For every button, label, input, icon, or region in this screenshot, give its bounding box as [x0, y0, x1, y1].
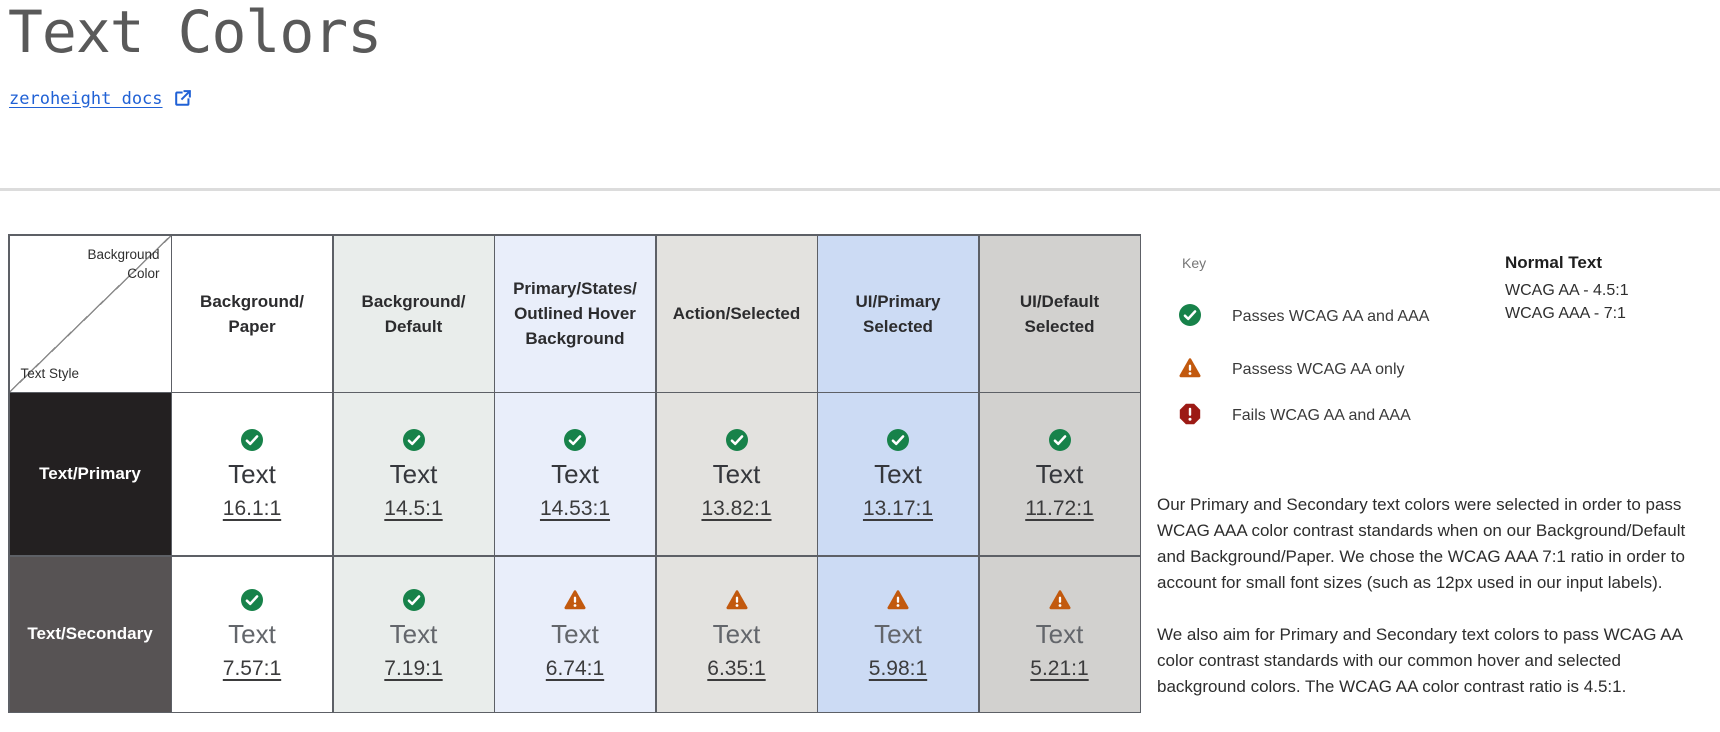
contrast-cell-text-secondary-background-paper: Text 7.57:1	[172, 556, 332, 712]
warn-triangle-icon	[564, 589, 586, 609]
external-link-icon[interactable]	[172, 88, 193, 109]
contrast-cell-text-secondary-background-default: Text 7.19:1	[333, 556, 494, 712]
pass-check-icon	[402, 588, 425, 611]
normal-text-title: Normal Text	[1505, 253, 1602, 272]
column-header-action-selected: Action/Selected	[656, 235, 817, 392]
pass-check-icon	[241, 588, 263, 611]
contrast-cell-text-primary-action-selected: Text 13.82:1	[656, 393, 817, 555]
pass-check-icon	[1048, 428, 1071, 451]
contrast-ratio-link[interactable]: 6.74:1	[545, 656, 605, 680]
contrast-ratio-link[interactable]: 7.19:1	[384, 656, 443, 680]
text-sample: Text	[1035, 618, 1084, 649]
contrast-ratio-link[interactable]: 14.53:1	[539, 496, 611, 520]
normal-text-lines: WCAG AA - 4.5:1 WCAG AAA - 7:1	[1505, 282, 1629, 322]
pass-check-icon	[1179, 303, 1201, 326]
column-header-label: UI/Default Selected	[1019, 291, 1100, 336]
column-header-background-paper: Background/ Paper	[172, 235, 332, 392]
row-header-text-primary: Text/Primary	[9, 393, 171, 555]
pass-check-icon	[241, 428, 263, 451]
column-header-label: Background/ Paper	[200, 291, 304, 336]
fail-octagon-icon	[1179, 403, 1201, 424]
text-sample: Text	[551, 618, 599, 649]
key-item-label: Passes WCAG AA and AAA	[1232, 308, 1430, 325]
corner-top-label: Background Color	[87, 246, 160, 281]
key-item-label: Fails WCAG AA and AAA	[1232, 407, 1411, 424]
contrast-cell-text-secondary-ui-default-selected: Text 5.21:1	[979, 556, 1140, 712]
contrast-cell-text-primary-primary-states-outlined-hover-background: Text 14.53:1	[495, 393, 655, 555]
contrast-cell-text-primary-background-default: Text 14.5:1	[333, 393, 494, 555]
descriptions: Our Primary and Secondary text colors we…	[1157, 492, 1702, 700]
contrast-ratio-link[interactable]: 5.21:1	[1030, 656, 1089, 680]
column-header-label: Background/ Default	[361, 291, 466, 336]
row-header-label: Text/Primary	[39, 464, 141, 483]
normal-text-box: Normal Text WCAG AA - 4.5:1 WCAG AAA - 7…	[1505, 251, 1629, 325]
contrast-ratio-link[interactable]: 13.82:1	[701, 496, 772, 520]
key-item-label: Passess WCAG AA only	[1232, 361, 1405, 378]
row-header-label: Text/Secondary	[27, 624, 153, 643]
pass-check-icon	[402, 428, 425, 451]
description-paragraph: We also aim for Primary and Secondary te…	[1157, 625, 1683, 696]
page-title: Text Colors	[8, 0, 382, 66]
contrast-cell-text-secondary-ui-primary-selected: Text 5.98:1	[818, 556, 978, 712]
pass-check-icon	[887, 428, 909, 451]
column-header-label: UI/Primary Selected	[855, 291, 941, 336]
contrast-ratio-link[interactable]: 13.17:1	[862, 496, 934, 520]
contrast-ratio-link[interactable]: 11.72:1	[1025, 496, 1094, 520]
contrast-cell-text-primary-ui-primary-selected: Text 13.17:1	[818, 393, 978, 555]
text-sample: Text	[389, 458, 438, 489]
column-header-label: Primary/States/ Outlined Hover Backgroun…	[513, 279, 637, 348]
contrast-table: Background Color Text Style Background/ Pa…	[8, 234, 1141, 713]
pass-check-icon	[564, 428, 586, 451]
contrast-cell-text-secondary-primary-states-outlined-hover-background: Text 6.74:1	[495, 556, 655, 712]
text-sample: Text	[1035, 458, 1084, 489]
column-header-label: Action/Selected	[672, 304, 801, 323]
key-item-warn: Passess WCAG AA only	[1178, 357, 1405, 382]
key-title: Key	[1182, 255, 1207, 271]
doc-link-row: zeroheight docs	[9, 88, 193, 109]
table-corner-cell: Background Color Text Style	[9, 235, 171, 392]
contrast-ratio-link[interactable]: 7.57:1	[222, 656, 282, 680]
text-sample: Text	[551, 458, 599, 489]
pass-check-icon	[725, 428, 748, 451]
contrast-ratio-link[interactable]: 16.1:1	[222, 496, 282, 520]
column-header-ui-primary-selected: UI/Primary Selected	[818, 235, 978, 392]
text-sample: Text	[874, 618, 922, 649]
column-header-primary-states-outlined-hover-background: Primary/States/ Outlined Hover Backgroun…	[495, 235, 655, 392]
contrast-cell-text-secondary-action-selected: Text 6.35:1	[656, 556, 817, 712]
key-item-fail: Fails WCAG AA and AAA	[1178, 403, 1411, 428]
divider	[0, 188, 1720, 191]
key-item-pass: Passes WCAG AA and AAA	[1178, 303, 1430, 329]
contrast-ratio-link[interactable]: 5.98:1	[868, 656, 928, 680]
column-header-ui-default-selected: UI/Default Selected	[979, 235, 1140, 392]
contrast-cell-text-primary-background-paper: Text 16.1:1	[172, 393, 332, 555]
warn-triangle-icon	[725, 589, 748, 609]
text-sample: Text	[389, 618, 438, 649]
description-paragraph: Our Primary and Secondary text colors we…	[1157, 495, 1686, 592]
text-sample: Text	[874, 458, 922, 489]
zeroheight-docs-link[interactable]: zeroheight docs	[9, 88, 163, 109]
column-header-background-default: Background/ Default	[333, 235, 494, 392]
contrast-cell-text-primary-ui-default-selected: Text 11.72:1	[979, 393, 1140, 555]
text-sample: Text	[712, 458, 761, 489]
corner-bottom-label: Text Style	[20, 365, 80, 381]
text-sample: Text	[228, 458, 276, 489]
warn-triangle-icon	[1179, 357, 1201, 377]
warn-triangle-icon	[1048, 589, 1071, 609]
text-sample: Text	[228, 618, 276, 649]
row-header-text-secondary: Text/Secondary	[9, 556, 171, 712]
warn-triangle-icon	[887, 589, 909, 609]
contrast-ratio-link[interactable]: 14.5:1	[384, 496, 443, 520]
contrast-ratio-link[interactable]: 6.35:1	[707, 656, 766, 680]
text-sample: Text	[712, 618, 761, 649]
